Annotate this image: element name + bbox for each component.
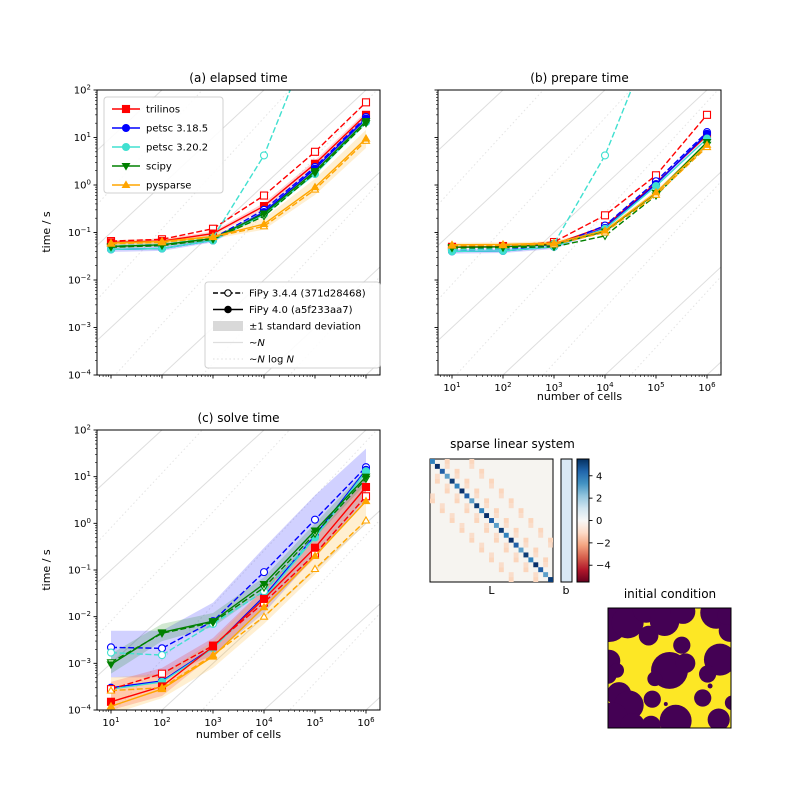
svg-text:~N: ~N	[249, 338, 265, 349]
guide-lines	[97, 430, 380, 710]
svg-text:petsc 3.18.5: petsc 3.18.5	[146, 124, 208, 135]
svg-text:petsc 3.20.2: petsc 3.20.2	[146, 143, 208, 154]
svg-text:10−4: 10−4	[68, 369, 92, 382]
svg-text:FiPy 3.4.4 (371d28468): FiPy 3.4.4 (371d28468)	[249, 289, 366, 300]
svg-text:101: 101	[443, 381, 460, 394]
svg-text:101: 101	[74, 131, 91, 144]
svg-text:103: 103	[545, 381, 562, 394]
svg-text:scipy: scipy	[146, 162, 172, 173]
panel-elapsed: 102 101 100 10−1 10−2 10−3 10−4 trilinos petsc 3…	[68, 84, 381, 382]
svg-text:−4: −4	[596, 561, 611, 572]
panel-solve: 101 102 103 104 105 106 102 101 100 10−1 10−2 10−3 1…	[68, 424, 381, 729]
svg-text:105: 105	[306, 716, 323, 729]
svg-text:105: 105	[647, 381, 664, 394]
legend-backends: trilinos petsc 3.18.5 petsc 3.20.2 scipy pys…	[103, 96, 224, 194]
svg-text:102: 102	[494, 381, 511, 394]
svg-text:10−1: 10−1	[68, 226, 91, 239]
series-scipy-fipy-4.0	[106, 473, 371, 669]
svg-text:10−3: 10−3	[68, 321, 91, 334]
svg-text:10−3: 10−3	[68, 657, 91, 670]
svg-text:102: 102	[74, 84, 91, 97]
sparse-title: sparse linear system	[450, 437, 575, 451]
svg-text:FiPy 4.0 (a5f233aa7): FiPy 4.0 (a5f233aa7)	[249, 305, 353, 316]
svg-text:pysparse: pysparse	[146, 181, 191, 192]
initial-condition-image	[607, 607, 732, 729]
svg-text:106: 106	[698, 381, 716, 394]
sparse-linear-system: 4 2 0 −2 −4	[429, 458, 611, 583]
series-pysparse-fipy-4.0	[106, 133, 371, 247]
svg-text:10−2: 10−2	[68, 610, 91, 623]
svg-text:~N log N: ~N log N	[249, 355, 294, 366]
legend-styles: FiPy 3.4.4 (371d28468) FiPy 4.0 (a5f233aa…	[204, 281, 381, 369]
panel-b-title: (b) prepare time	[530, 71, 629, 85]
svg-text:10−4: 10−4	[68, 704, 92, 717]
svg-text:100: 100	[74, 179, 91, 192]
svg-text:−2: −2	[596, 538, 611, 549]
panel-c-title: (c) solve time	[197, 411, 280, 425]
svg-text:trilinos: trilinos	[146, 105, 180, 116]
svg-text:104: 104	[255, 716, 273, 729]
svg-text:104: 104	[596, 381, 614, 394]
axes-prepare: 101 102 103 104 105 106	[434, 89, 722, 394]
panel-prepare: 101 102 103 104 105 106	[434, 89, 722, 394]
svg-text:±1 standard deviation: ±1 standard deviation	[249, 322, 361, 333]
panel-a-title: (a) elapsed time	[189, 71, 288, 85]
svg-text:103: 103	[204, 716, 221, 729]
svg-text:4: 4	[596, 471, 602, 482]
svg-text:102: 102	[74, 424, 91, 437]
panel-c-xlabel: number of cells	[195, 728, 282, 741]
vector-b-label: b	[562, 584, 570, 597]
panel-b-xlabel: number of cells	[536, 390, 623, 403]
panel-c-ylabel: time / s	[39, 549, 53, 591]
svg-text:101: 101	[74, 470, 91, 483]
axes-elapsed: 102 101 100 10−1 10−2 10−3 10−4	[68, 84, 381, 382]
axes-solve: 101 102 103 104 105 106 102 101 100 10−1 10−2 10−3 1…	[68, 424, 381, 729]
initial-title: initial condition	[623, 587, 717, 601]
series-pysparse-fipy-4.0	[447, 140, 712, 248]
svg-text:2: 2	[596, 494, 602, 505]
panel-a-ylabel: time / s	[39, 211, 53, 253]
svg-text:100: 100	[74, 517, 91, 530]
svg-text:101: 101	[102, 716, 119, 729]
svg-text:10−1: 10−1	[68, 564, 91, 577]
svg-text:10−2: 10−2	[68, 274, 91, 287]
svg-text:0: 0	[596, 516, 602, 527]
guide-lines	[438, 90, 721, 375]
series-pysparse-fipy-4.0	[106, 496, 371, 710]
svg-text:102: 102	[153, 716, 170, 729]
svg-text:106: 106	[357, 716, 375, 729]
matrix-L-label: L	[488, 584, 495, 597]
